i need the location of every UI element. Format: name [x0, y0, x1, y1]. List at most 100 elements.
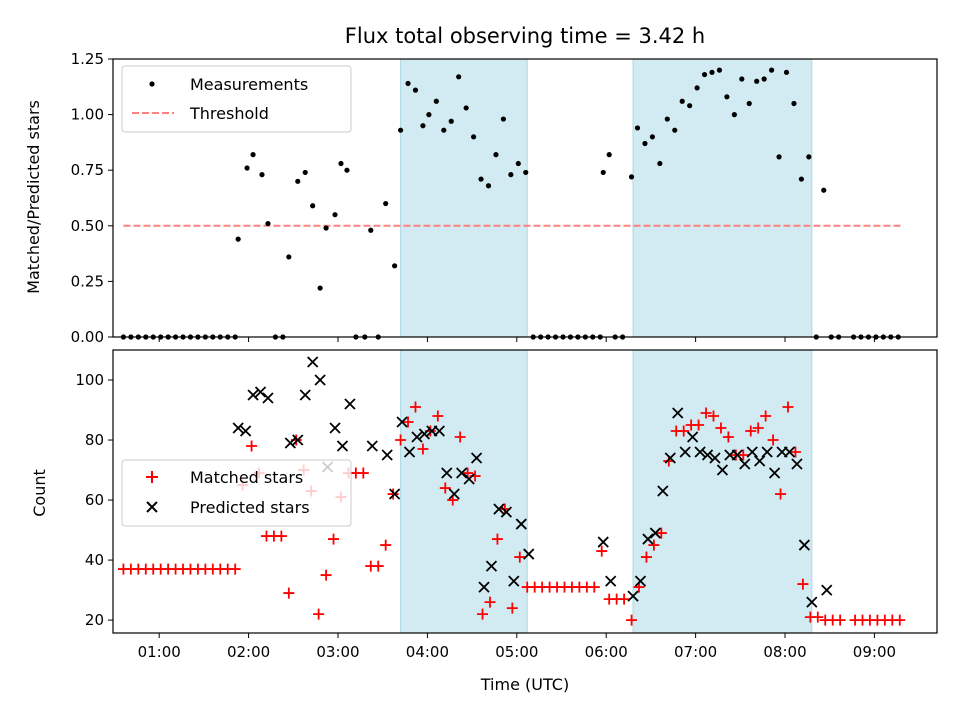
data-point [254, 386, 267, 398]
data-point [485, 183, 492, 189]
data-point [894, 614, 906, 626]
data-point [299, 389, 311, 401]
data-point [634, 125, 641, 131]
data-point [448, 118, 454, 124]
data-point [649, 134, 655, 140]
data-point [649, 527, 662, 539]
data-point [761, 446, 773, 458]
data-point [286, 254, 292, 260]
data-point [746, 446, 758, 458]
y-tick-label: 100 [75, 371, 104, 389]
data-point [523, 548, 535, 560]
data-point [664, 116, 670, 122]
data-point [500, 506, 513, 518]
data-point [700, 407, 712, 419]
shaded-interval [400, 58, 528, 338]
data-point [694, 446, 706, 458]
legend-threshold-label: Threshold [189, 104, 269, 123]
data-point [328, 533, 340, 545]
data-point [229, 563, 241, 575]
x-tick-label: 02:00 [227, 643, 270, 661]
data-point [760, 410, 772, 422]
y-tick-label: 0.75 [71, 161, 104, 179]
data-point [246, 440, 258, 452]
data-point [433, 425, 445, 437]
data-point [357, 467, 369, 479]
data-point [420, 123, 426, 129]
data-point [368, 227, 374, 233]
data-point [426, 112, 432, 118]
data-point [372, 560, 384, 572]
data-point [381, 449, 393, 461]
x-tick-label: 04:00 [406, 643, 449, 661]
data-point [739, 76, 745, 82]
data-point [626, 614, 638, 626]
data-point [715, 422, 727, 434]
data-point [402, 416, 414, 428]
data-point [329, 422, 341, 434]
data-point [265, 220, 271, 227]
data-point [259, 172, 265, 178]
data-point [515, 160, 521, 167]
legend-bottom: Matched stars Predicted stars [121, 459, 352, 527]
data-point [323, 225, 329, 231]
data-point [694, 85, 700, 91]
data-point [463, 473, 475, 485]
data-point [523, 169, 529, 176]
data-point [508, 172, 514, 178]
data-point [701, 71, 708, 78]
data-point [716, 67, 723, 73]
data-point [701, 449, 714, 461]
data-point [478, 581, 490, 593]
data-point [478, 176, 484, 182]
data-point [746, 100, 752, 107]
data-point [588, 581, 600, 593]
data-point [409, 401, 421, 413]
data-point [232, 422, 244, 434]
data-point [284, 437, 296, 449]
data-point [724, 94, 730, 100]
legend-measurements-marker [149, 81, 155, 87]
data-point [716, 464, 729, 476]
data-point [515, 518, 527, 530]
data-point [441, 467, 453, 479]
data-point [596, 545, 608, 557]
data-point [441, 127, 447, 133]
data-point [317, 285, 323, 291]
data-point [412, 87, 419, 93]
data-point [627, 590, 639, 602]
data-point [834, 614, 846, 626]
data-point [514, 551, 526, 563]
y-axis-label-bottom: Count [30, 469, 49, 517]
data-point [484, 596, 496, 608]
data-point [292, 434, 304, 446]
data-point [411, 431, 423, 443]
data-point [686, 431, 699, 443]
data-point [783, 446, 796, 458]
data-point [506, 602, 518, 614]
data-point [310, 203, 316, 209]
data-point [338, 160, 344, 167]
data-point [491, 533, 503, 545]
x-tick-label: 01:00 [138, 643, 181, 661]
y-tick-label: 1.25 [71, 50, 104, 68]
data-point [314, 374, 326, 386]
legend-predicted-label: Predicted stars [190, 498, 310, 517]
data-point [791, 100, 797, 107]
shaded-interval [632, 349, 813, 634]
data-point [250, 152, 256, 158]
data-point [655, 527, 667, 539]
data-point [664, 452, 676, 464]
data-point [768, 467, 781, 479]
data-point [332, 212, 338, 218]
legend-predicted-marker [146, 501, 158, 513]
data-point [679, 446, 691, 458]
data-point [405, 80, 411, 87]
x-axis-label: Time (UTC) [480, 675, 569, 694]
y-tick-label: 1.00 [71, 106, 104, 124]
x-tick-label: 08:00 [763, 643, 806, 661]
data-point [789, 446, 801, 458]
data-point [470, 134, 477, 140]
data-point [767, 434, 779, 446]
